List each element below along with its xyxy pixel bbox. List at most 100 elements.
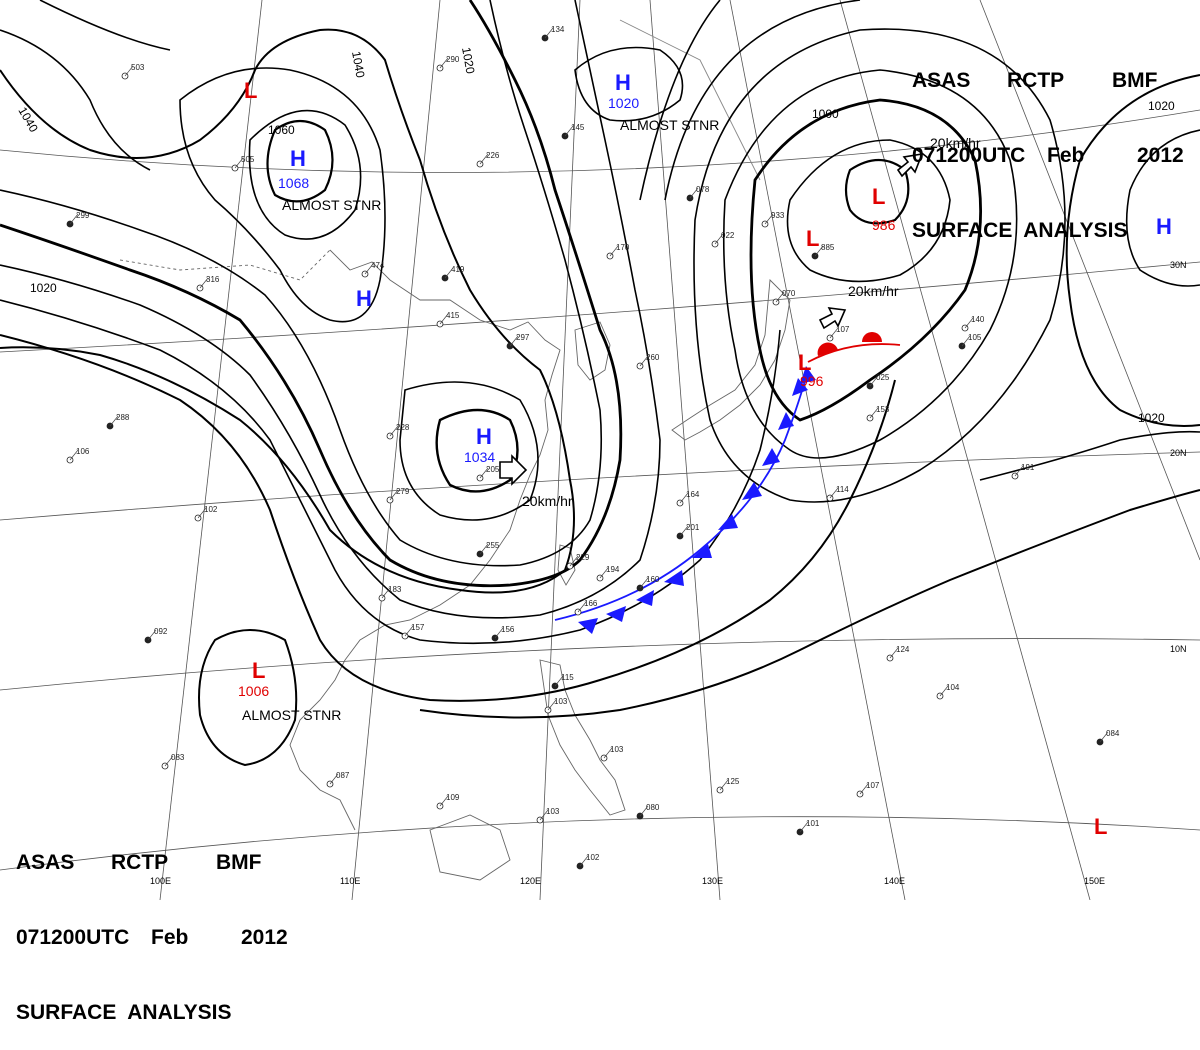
station-pressure-value: 419 [451,265,465,274]
title-station: RCTP [1007,69,1065,92]
isobar-label: 1020 [1148,99,1175,113]
isobar [639,0,721,201]
station-pressure-value: 107 [836,325,850,334]
title-year: 2012 [241,926,288,949]
longitude-label: 140E [884,876,905,886]
station-pressure-value: 101 [806,819,820,828]
station-pressure-value: 183 [388,585,402,594]
motion-labels: 20km/hr 20km/hr 20km/hr [522,135,981,509]
wind-barb [69,449,79,461]
station-pressure-value: 885 [821,243,835,252]
isobar [179,67,386,323]
front-triangle [692,544,712,558]
isobar-label: 1040 [349,50,367,79]
wind-barb [869,407,879,419]
wind-barb [689,187,699,199]
isobar [0,28,575,594]
coast-taiwan [557,544,576,586]
wind-barb [494,627,504,639]
title-time: 071200UTC [912,144,1026,167]
wind-barb [479,467,489,479]
meridian-160e [979,0,1200,561]
isobar [0,0,661,619]
meridian-150e [839,0,1091,900]
wind-barb [147,629,157,641]
latitude-lines [0,109,1200,871]
front-triangle [578,618,598,634]
title-code: BMF [1112,69,1158,92]
front-semicircle [817,342,838,356]
latitude-line-30n [0,261,1200,353]
title-region: ASAS [912,69,971,92]
isobar-labels: 1040 1040 1020 1060 1020 1000 1020 1020 … [15,46,1175,425]
isobar [722,69,1018,459]
high-center-letter: H [1156,214,1172,239]
wind-barb [109,415,119,427]
motion-speed-label: 20km/hr [930,135,981,151]
wind-barb [679,525,689,537]
wind-barb [775,291,785,303]
wind-barb [599,567,609,579]
isobar [399,381,539,521]
isobar [1065,74,1200,427]
motion-arrow-icon [499,454,528,486]
coast-indochina [289,659,356,831]
wind-barb [799,821,809,833]
isobar [693,28,1066,503]
title-line-2: 071200UTC Feb 2012 [912,143,1184,168]
isobar [844,158,910,225]
station-pressure-value: 125 [726,777,740,786]
station-pressure-value: 084 [1106,729,1120,738]
isobar-label: 1000 [812,107,839,121]
station-pressure-value: 166 [584,599,598,608]
wind-barb [234,157,244,169]
wind-barb [764,213,774,225]
warm-front [807,332,901,363]
title-code: BMF [216,851,262,874]
station-pressure-value: 255 [486,541,500,550]
wind-barb [389,489,399,501]
latitude-label: 10N [1170,644,1187,654]
station-pressure-value: 153 [876,405,890,414]
isobar [1125,129,1200,287]
pressure-centers: H 1068 ALMOST STNR H 1020 ALMOST STNR H … [238,70,1172,839]
longitude-label: 110E [340,876,360,886]
station-pressure-value: 134 [551,25,565,34]
title-line-2: 071200UTC Feb 2012 [16,925,288,950]
title-region: ASAS [16,851,75,874]
wind-barb [603,747,613,759]
station-pressure-value: 025 [876,373,890,382]
front-triangle [606,606,626,622]
longitude-lines [159,0,1200,900]
low-center-value: 986 [872,217,896,233]
isobar [0,0,623,588]
cold-front-line [554,369,809,621]
center-status: ALMOST STNR [620,117,719,133]
isobar [664,0,861,201]
wind-barb [479,153,489,165]
high-center-letter: H [615,70,631,95]
isobar [0,334,896,702]
wind-barb [479,543,489,555]
station-pressure-value: 106 [76,447,90,456]
title-year: 2012 [1137,144,1184,167]
wind-barb [859,783,869,795]
warm-front-line [807,343,901,363]
wind-barb [829,487,839,499]
low-center-letter: L [872,184,885,209]
station-pressure-value: 078 [696,185,710,194]
wind-barb [564,125,574,137]
wind-barb [814,245,824,257]
title-line-3: SURFACE ANALYSIS [912,219,1128,242]
station-pressure-value: 103 [610,745,624,754]
isobar [266,119,334,203]
wind-barb [829,327,839,339]
wind-barb [569,555,579,567]
station-pressure-value: 415 [446,311,460,320]
isobar [749,98,982,422]
center-status: ALMOST STNR [242,707,341,723]
isobar-label: 1020 [459,46,477,75]
station-pressure-value: 107 [866,781,880,790]
front-triangle [664,570,684,586]
wind-barb [639,577,649,589]
